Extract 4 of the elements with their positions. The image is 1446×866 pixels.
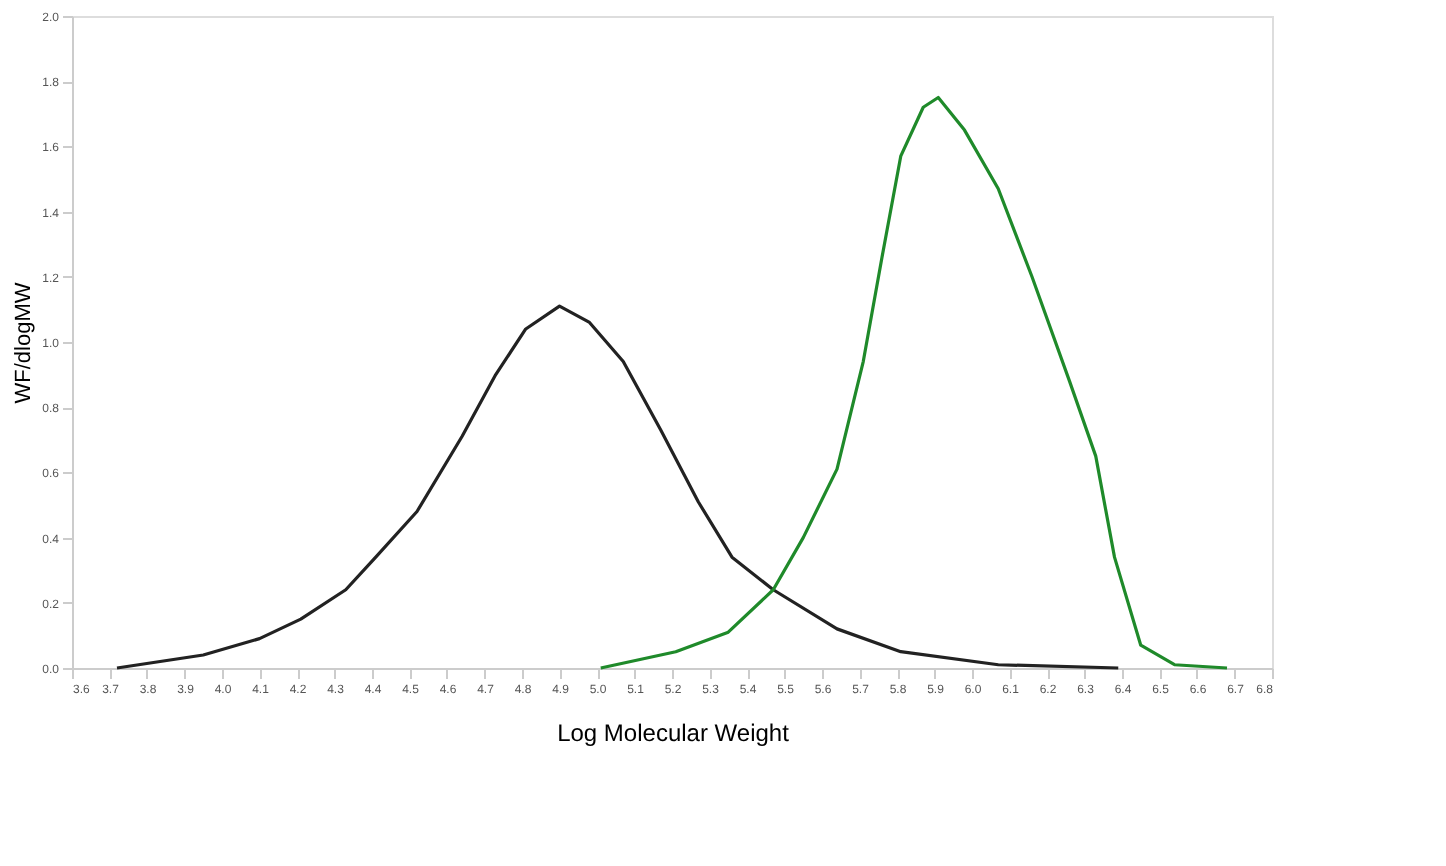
line-series — [599, 95, 1229, 670]
y-axis-title: WF/dlogMW — [12, 281, 37, 404]
x-axis-title: Log Molecular Weight — [557, 719, 791, 747]
line-series — [115, 304, 1120, 670]
